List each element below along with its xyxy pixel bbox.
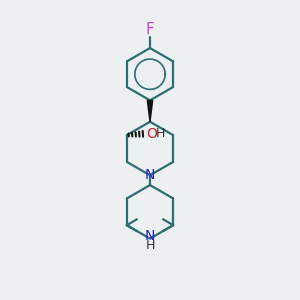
Text: F: F [146,22,154,37]
Text: N: N [145,168,155,182]
Polygon shape [147,100,153,122]
Text: N: N [145,230,155,244]
Text: H: H [145,238,155,252]
Text: H: H [156,127,165,140]
Text: O: O [146,127,157,141]
